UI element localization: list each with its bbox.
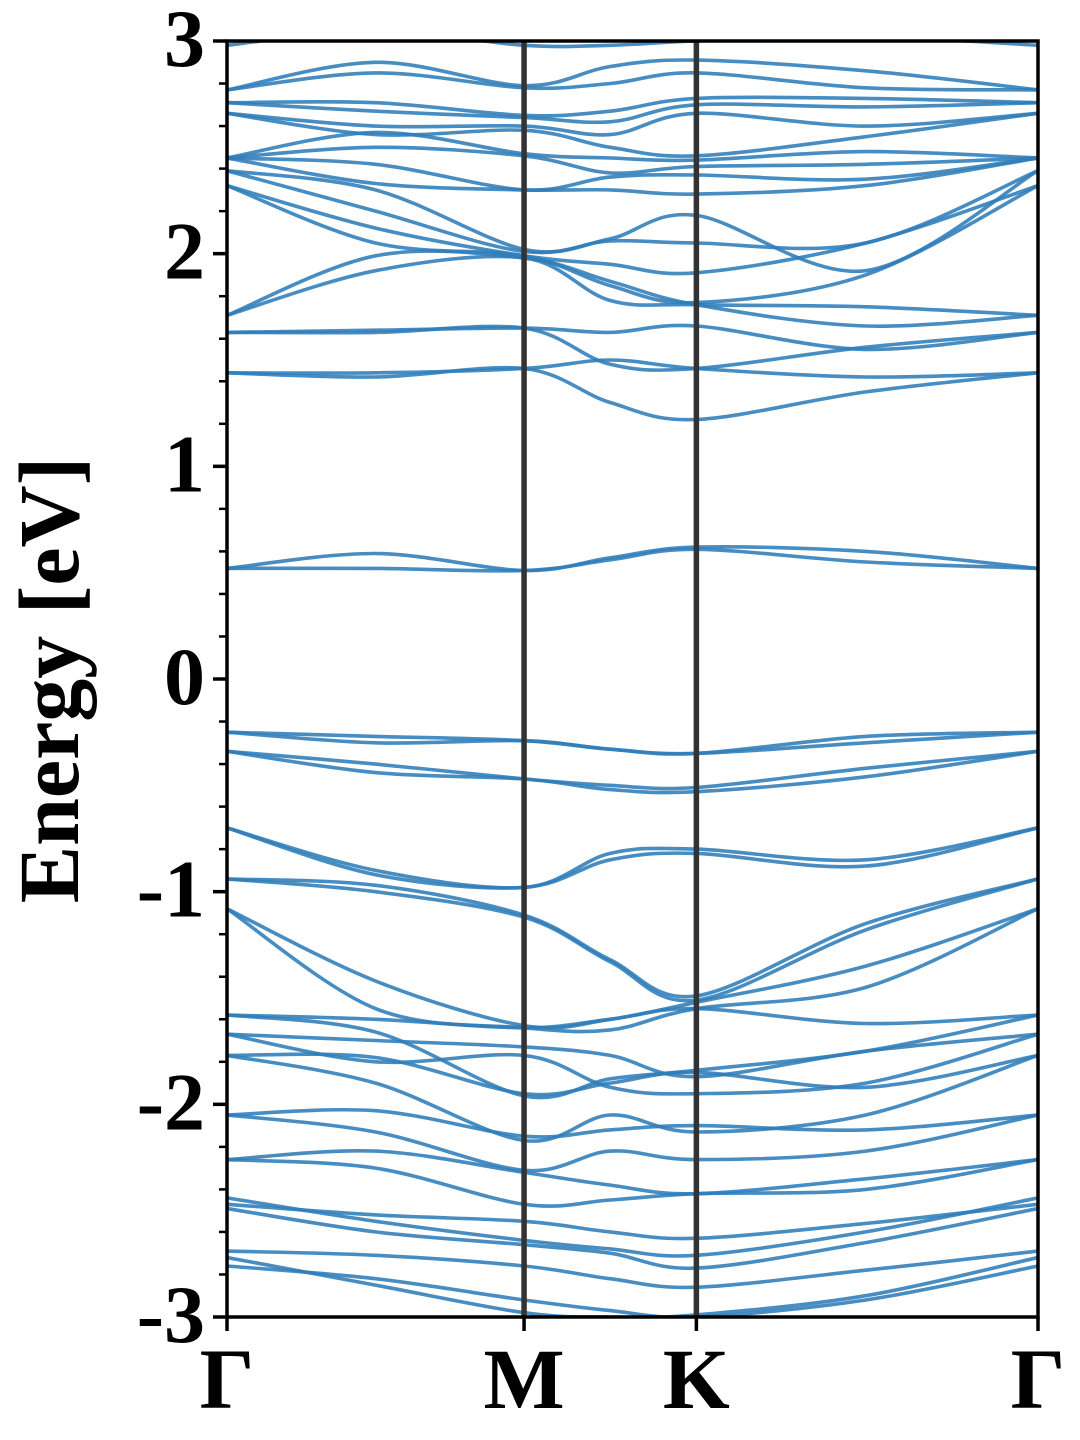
band-line-34: [227, 183, 1038, 305]
band-line-26: [227, 545, 1038, 573]
band-line-37: [227, 168, 1038, 254]
band-line-4: [227, 1202, 1038, 1241]
band-line-30: [227, 324, 1038, 372]
band-line-11: [227, 1053, 1038, 1143]
band-line-3: [227, 1196, 1038, 1258]
band-line-9: [227, 1113, 1038, 1173]
band-line-39: [227, 156, 1038, 192]
y-axis-ticks: 3 2 1 0 -1 -2 -3: [137, 0, 227, 1360]
band-line-1: [227, 1264, 1038, 1317]
band-line-20: [227, 826, 1038, 890]
band-line-28: [227, 365, 1038, 422]
y-tick-label-5: -2: [137, 1056, 205, 1147]
y-tick-label-4: -1: [137, 844, 205, 935]
bands-layer: [227, 41, 1038, 1317]
band-line-48: [227, 41, 1038, 49]
band-line-40: [227, 145, 1038, 175]
band-line-10: [227, 1052, 1038, 1097]
y-tick-label-2: 1: [164, 418, 205, 509]
band-line-44: [227, 100, 1038, 125]
band-line-31: [227, 323, 1038, 352]
band-line-29: [227, 358, 1038, 379]
x-tick-label-0: Γ: [200, 1331, 255, 1427]
band-line-17: [227, 906, 1038, 1034]
band-line-46: [227, 71, 1038, 92]
x-tick-label-3: Γ: [1011, 1331, 1066, 1427]
band-line-19: [227, 877, 1038, 1003]
y-tick-label-1: 2: [164, 206, 205, 297]
band-line-38: [227, 156, 1038, 196]
band-line-42: [227, 111, 1038, 158]
x-tick-label-2: K: [663, 1331, 730, 1427]
x-tick-label-1: M: [483, 1331, 564, 1427]
band-line-5: [227, 1206, 1038, 1271]
band-line-33: [227, 254, 1038, 318]
band-line-18: [227, 877, 1038, 999]
band-line-22: [227, 749, 1038, 791]
band-line-15: [227, 1013, 1038, 1100]
band-line-43: [227, 111, 1038, 137]
band-line-8: [227, 1107, 1038, 1139]
band-line-27: [227, 547, 1038, 573]
band-line-21: [227, 826, 1038, 890]
band-line-16: [227, 906, 1038, 1030]
band-line-7: [227, 1157, 1038, 1208]
y-tick-label-6: -3: [137, 1269, 205, 1360]
band-line-6: [227, 1149, 1038, 1196]
y-axis-label: Energy [eV]: [1, 457, 97, 904]
band-line-41: [227, 130, 1038, 163]
y-tick-label-0: 3: [164, 0, 205, 84]
band-line-45: [227, 95, 1038, 118]
band-line-32: [227, 249, 1038, 328]
band-line-23: [227, 749, 1038, 795]
band-line-25: [227, 730, 1038, 756]
band-line-2: [227, 1255, 1038, 1317]
band-line-36: [227, 168, 1038, 274]
kpoint-lines-layer: [521, 41, 700, 1317]
band-line-0: [227, 1249, 1038, 1290]
band-line-47: [227, 58, 1038, 92]
y-tick-label-3: 0: [164, 631, 205, 722]
band-line-13: [227, 1032, 1038, 1096]
